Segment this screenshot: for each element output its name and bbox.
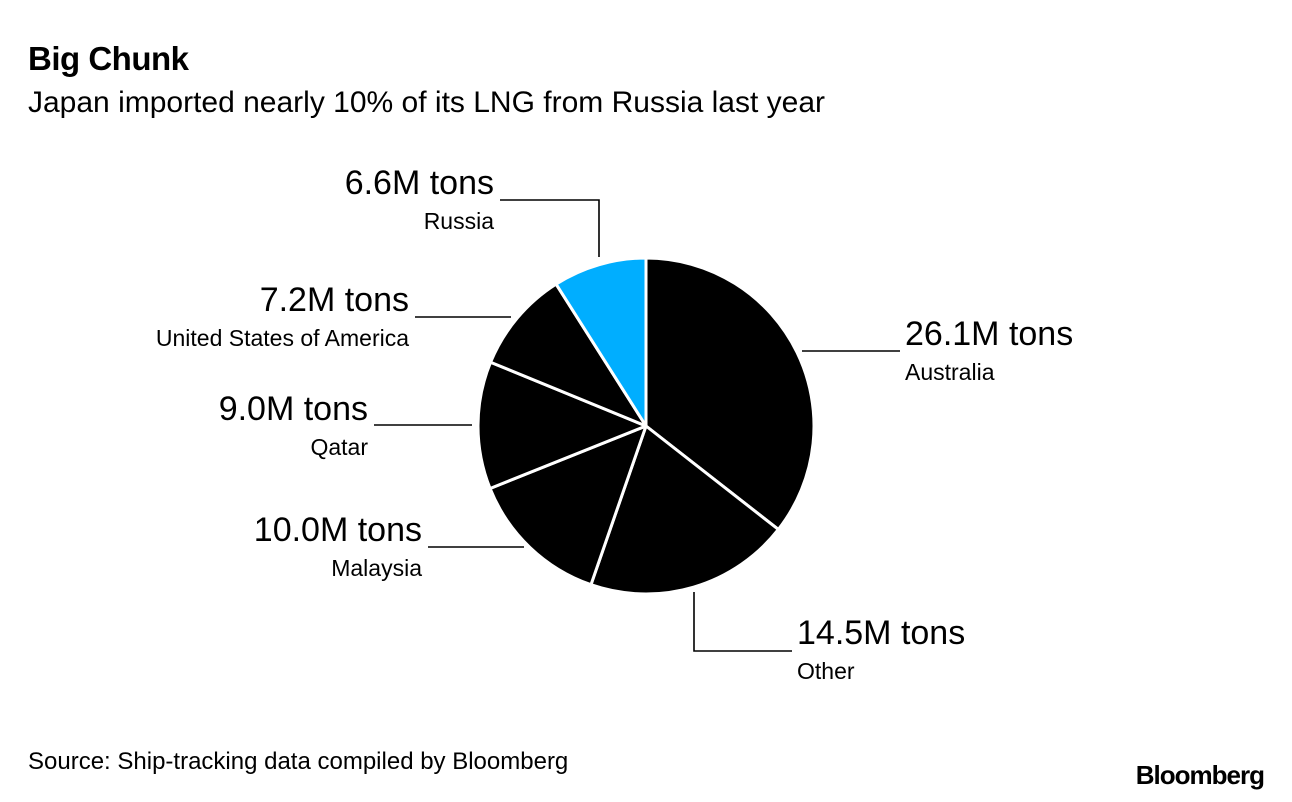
leader-line-russia: [500, 199, 600, 257]
pie-slice-malaysia: [488, 424, 648, 587]
bloomberg-logo: Bloomberg: [1135, 760, 1265, 790]
category-label-qatar: Qatar: [310, 434, 368, 460]
leader-line-other: [693, 592, 792, 652]
pie-slice-australia: [644, 256, 816, 531]
value-label-russia: 6.6M tons: [345, 164, 494, 202]
slice-labels: 26.1M tons Australia 14.5M tons Other 10.0M …: [156, 164, 1073, 684]
value-label-united-states-of-america: 7.2M tons: [260, 281, 409, 319]
source-note: Source: Ship-tracking data compiled by B…: [28, 748, 569, 775]
category-label-other: Other: [797, 658, 855, 684]
pie-slice-other: [589, 424, 780, 596]
value-label-other: 14.5M tons: [797, 614, 965, 652]
value-label-australia: 26.1M tons: [905, 315, 1073, 353]
chart-subtitle: Japan imported nearly 10% of its LNG fro…: [28, 86, 826, 119]
pie-slices: [476, 256, 816, 596]
leader-lines: [374, 199, 900, 652]
category-label-united-states-of-america: United States of America: [156, 325, 409, 351]
pie-slice-russia: [554, 256, 648, 428]
category-label-malaysia: Malaysia: [331, 555, 422, 581]
value-label-qatar: 9.0M tons: [219, 390, 368, 428]
pie-slice-qatar: [476, 360, 648, 490]
category-label-russia: Russia: [424, 208, 495, 234]
pie-slice-united-states-of-america: [489, 282, 648, 428]
category-label-australia: Australia: [905, 359, 995, 385]
value-label-malaysia: 10.0M tons: [254, 511, 422, 549]
chart-title: Big Chunk: [28, 40, 189, 77]
